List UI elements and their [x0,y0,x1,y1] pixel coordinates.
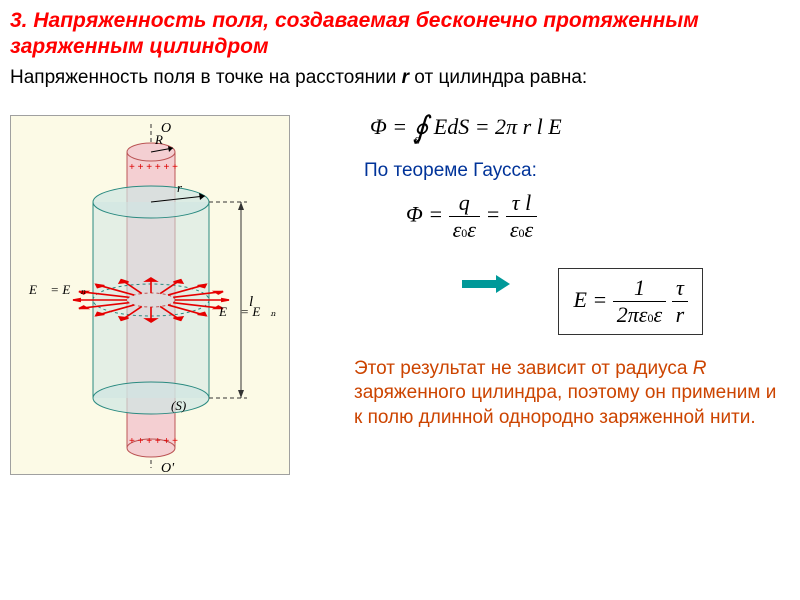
subtitle-text-pre: Напряженность поля в точке на расстоянии [10,67,402,88]
label-S: (S) [171,398,186,413]
cylinder-diagram: O O' + + + + + + + + + + + + R [10,115,290,475]
label-E-left: E⃗ = E⃗ₙ [28,282,86,297]
subtitle-text-post: от цилиндра равна: [409,67,587,88]
label-E-right: E⃗ = E⃗ₙ [218,304,276,319]
gauss-theorem-label: По теореме Гаусса: [364,160,790,182]
subtitle: Напряженность поля в точке на расстоянии… [0,65,800,95]
right-column: Φ = ∮SEdS = 2π r l E По теореме Гаусса: … [322,95,790,475]
label-R: R [154,132,163,147]
charges-top: + + + + + + [129,162,178,173]
formula-flux-surface: Φ = ∮SEdS = 2π r l E [370,107,790,142]
section-title: 3. Напряженность поля, создаваемая беско… [0,0,800,65]
conclusion-text: Этот результат не зависит от радиуса R з… [322,335,790,430]
formula-flux-gauss: Φ = qε0ε = τ lε0ε [406,190,790,243]
subtitle-var: r [402,67,409,88]
diagram-svg: O O' + + + + + + + + + + + + R [11,116,291,476]
conclusion-post: заряженного цилиндра, поэтому он примени… [354,382,776,427]
label-O-bottom: O' [161,461,175,476]
content-row: O O' + + + + + + + + + + + + R [0,95,800,475]
left-column: O O' + + + + + + + + + + + + R [10,95,310,475]
conclusion-var: R [693,358,707,379]
conclusion-pre: Этот результат не зависит от радиуса [354,358,693,379]
charges-bottom: + + + + + + [129,436,178,447]
formula-result-boxed: E = 12πε0ε τr [558,268,703,335]
implies-arrow-icon [462,275,510,293]
